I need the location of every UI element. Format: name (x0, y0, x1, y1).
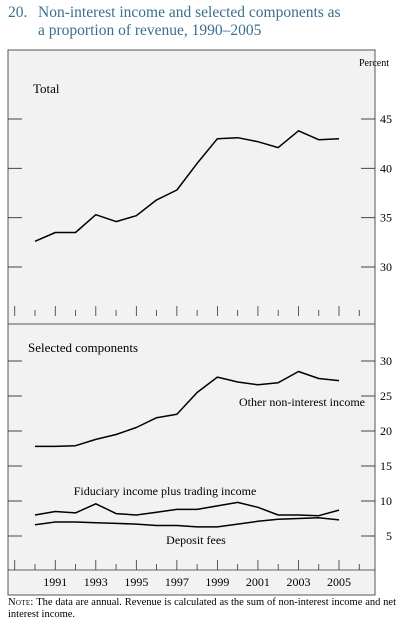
y-tick-label: 35 (380, 211, 392, 225)
series-line-0-0 (34, 130, 340, 242)
x-tick-label: 1999 (205, 575, 229, 589)
figure-note: Note: The data are annual. Revenue is ca… (8, 597, 396, 621)
x-tick-label: 1995 (124, 575, 148, 589)
y-tick-label: 5 (386, 529, 392, 543)
y-tick-label: 45 (380, 112, 392, 126)
series-line-1-2 (34, 517, 340, 528)
figure-number: 20. (8, 4, 28, 21)
x-tick-label: 1993 (84, 575, 108, 589)
panel-label-components: Selected components (28, 340, 138, 355)
series-label: Fiduciary income plus trading income (74, 484, 257, 498)
series-line-1-0 (35, 370, 340, 448)
y-tick-label: 20 (380, 424, 392, 438)
chart-svg: Percent Total 30 35 40 45 Selected components 5… (7, 49, 392, 596)
panel-label-total: Total (33, 81, 60, 96)
x-tick-label: 2001 (246, 575, 270, 589)
note-label: Note: (8, 597, 34, 608)
figure-title-line-2: a proportion of revenue, 1990–2005 (38, 22, 262, 39)
x-tick-label: 1997 (165, 575, 189, 589)
figure-title-line-1: Non-interest income and selected compone… (38, 4, 341, 21)
y-tick-label: 40 (380, 161, 392, 175)
series-label: Other non-interest income (239, 395, 365, 409)
y-tick-label: 30 (380, 354, 392, 368)
chart-frame (7, 49, 376, 596)
note-text: The data are annual. Revenue is calculat… (8, 597, 396, 620)
unit-label: Percent (359, 58, 389, 69)
y-tick-label: 30 (380, 260, 392, 274)
x-tick-label: 1991 (43, 575, 67, 589)
series-label: Deposit fees (166, 533, 226, 547)
x-tick-label: 2003 (286, 575, 310, 589)
x-tick-label: 2005 (327, 575, 351, 589)
y-tick-label: 25 (380, 389, 392, 403)
series-line-1-1 (34, 501, 340, 517)
figure-title: 20. Non-interest income and selected comp… (8, 4, 398, 40)
y-tick-label: 15 (380, 459, 392, 473)
y-tick-label: 10 (380, 494, 392, 508)
